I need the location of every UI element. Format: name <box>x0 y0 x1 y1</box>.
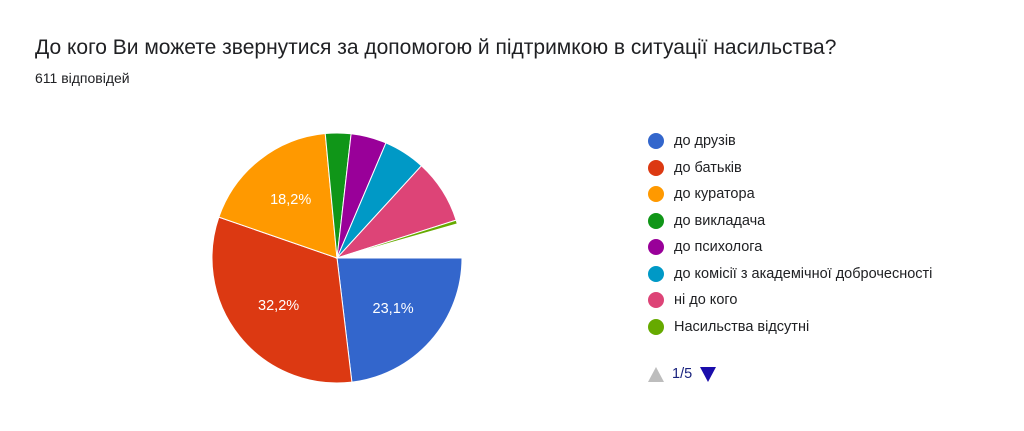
legend-color-swatch <box>648 186 664 203</box>
legend-label: Насильства відсутні <box>674 318 810 335</box>
pie-chart: 23,1% 32,2% 18,2% <box>211 132 463 384</box>
legend-item[interactable]: до друзів <box>648 128 932 155</box>
legend-color-swatch <box>648 239 664 256</box>
legend-color-swatch <box>648 159 664 176</box>
legend-item[interactable]: ні до кого <box>648 287 932 314</box>
response-count: 611 відповідей <box>35 70 130 86</box>
pager-next-icon[interactable] <box>700 366 717 382</box>
pager-prev-icon[interactable] <box>648 366 664 382</box>
legend-item[interactable]: до батьків <box>648 155 932 182</box>
legend-label: до друзів <box>674 133 736 150</box>
legend-label: ні до кого <box>674 292 738 309</box>
legend-label: до психолога <box>674 239 763 256</box>
legend-pager: 1/5 <box>648 366 717 382</box>
legend-color-swatch <box>648 292 664 309</box>
pie-slice[interactable] <box>211 216 353 384</box>
legend-label: до батьків <box>674 159 742 176</box>
pager-page-indicator: 1/5 <box>672 366 693 382</box>
slice-data-label: 32,2% <box>258 298 299 314</box>
legend-item[interactable]: до комісії з академічної доброчесності <box>648 261 932 288</box>
legend-color-swatch <box>648 318 664 335</box>
legend-color-swatch <box>648 212 664 229</box>
legend-item[interactable]: до викладача <box>648 208 932 235</box>
legend-label: до комісії з академічної доброчесності <box>674 265 933 282</box>
legend-label: до куратора <box>674 186 755 203</box>
legend-item[interactable]: Насильства відсутні <box>648 314 932 341</box>
chart-legend: до друзів до батьків до куратора до виклада… <box>648 128 932 340</box>
legend-color-swatch <box>648 265 664 282</box>
legend-color-swatch <box>648 133 664 150</box>
slice-data-label: 18,2% <box>270 192 311 208</box>
chart-title: До кого Ви можете звернутися за допомого… <box>35 36 837 59</box>
pie-slice[interactable] <box>218 133 338 259</box>
legend-item[interactable]: до психолога <box>648 234 932 261</box>
slice-data-label: 23,1% <box>373 301 414 317</box>
legend-item[interactable]: до куратора <box>648 181 932 208</box>
pie-slice[interactable] <box>336 257 463 383</box>
pie-slice[interactable] <box>336 219 458 259</box>
legend-label: до викладача <box>674 212 766 229</box>
